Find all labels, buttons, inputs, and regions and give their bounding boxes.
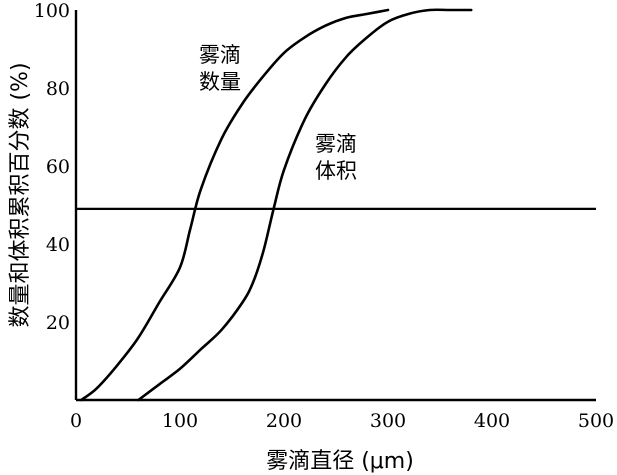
droplet-number-label: 雾滴数量 xyxy=(199,43,241,94)
droplet-volume-curve xyxy=(137,8,473,402)
x-axis-title: 雾滴直径 (μm) xyxy=(266,449,414,474)
x-tick-label: 100 xyxy=(162,410,198,432)
y-tick-label: 40 xyxy=(46,234,70,256)
droplet-volume-label: 雾滴体积 xyxy=(315,132,357,183)
x-tick-label: 400 xyxy=(474,410,510,432)
annotation-line: 雾滴 xyxy=(315,132,357,156)
y-tick-label: 100 xyxy=(34,0,70,22)
y-tick-label: 80 xyxy=(46,78,70,100)
annotation-line: 数量 xyxy=(199,70,241,94)
x-tick-label: 500 xyxy=(578,410,614,432)
x-tick-label: 200 xyxy=(266,410,302,432)
annotation-line: 雾滴 xyxy=(199,43,241,67)
tick-labels: 0 100 200 300 400 500 20 40 60 80 100 xyxy=(34,0,614,432)
x-tick-label: 300 xyxy=(370,410,406,432)
x-tick-label: 0 xyxy=(70,410,82,432)
droplet-number-curve xyxy=(79,8,390,402)
series-curves xyxy=(79,8,473,402)
y-tick-label: 60 xyxy=(46,156,70,178)
axes xyxy=(74,10,596,402)
y-tick-label: 20 xyxy=(46,312,70,334)
annotation-line: 体积 xyxy=(315,159,357,183)
y-axis-title: 数量和体积累积百分数 (%) xyxy=(8,62,33,327)
